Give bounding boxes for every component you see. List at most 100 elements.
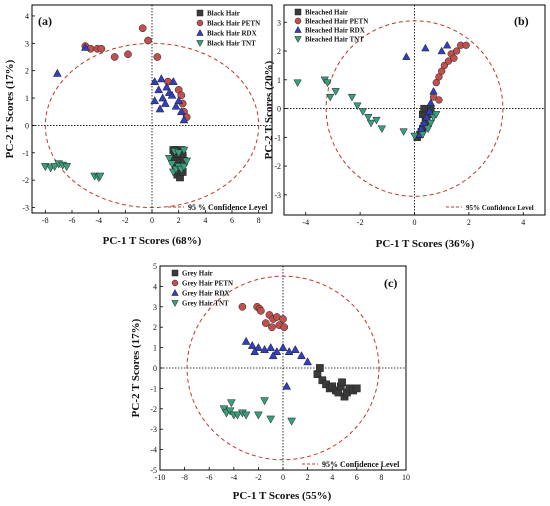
panel-c-xtick-label: 4 <box>330 473 334 482</box>
panel-a-xtick-label: 8 <box>257 216 261 225</box>
panel-c-xtick-label: 10 <box>402 473 410 482</box>
panel-b-legend-marker-rdx <box>294 26 302 33</box>
panel-b-frame <box>283 4 546 216</box>
panel-b-legend-label-tnt: Bleached Hair TNT <box>305 36 364 44</box>
panel-b-point-tnt <box>432 111 441 119</box>
panel-a-ytick-label: -2 <box>22 176 29 185</box>
panel-a-point-tnt <box>182 157 192 166</box>
panel-b-point-tnt <box>358 108 368 116</box>
panel-a-point-rdx <box>52 68 62 77</box>
panel-b-point-petn <box>452 47 461 55</box>
panel-c-xtick-label: 0 <box>281 473 285 482</box>
panel-b-point-tnt <box>347 93 357 102</box>
panel-a-confidence-label: 95 % Confidence Level <box>188 203 268 212</box>
panel-a-legend-marker-black <box>196 9 204 17</box>
panel-c-xtick-label: -8 <box>181 473 188 482</box>
panel-a-point-petn <box>97 44 106 53</box>
panel-c-point-tnt <box>260 397 269 406</box>
panel-b-point-rdx <box>437 46 446 55</box>
panel-b-confidence-ellipse <box>325 20 504 197</box>
panel-a-point-tnt <box>50 163 60 172</box>
panel-a-point-rdx <box>154 85 164 94</box>
panel-b-xtick-label: -4 <box>302 218 309 227</box>
panel-c-point-black <box>352 384 361 393</box>
panel-c-ytick-label: 5 <box>153 262 157 271</box>
panel-b-point-petn <box>435 96 443 104</box>
panel-c-point-petn <box>280 323 289 332</box>
panel-b-xtick-label: 2 <box>467 218 471 227</box>
panel-b-point-tnt <box>353 102 362 111</box>
panel-c-ytick-label: -4 <box>150 446 157 455</box>
panel-c-legend-label-tnt: Grey Hair TNT <box>182 300 229 308</box>
panel-c-xtick-label: 2 <box>306 473 310 482</box>
panel-b-point-rdx <box>429 86 438 95</box>
panel-c-point-rdx <box>266 342 276 351</box>
panel-c-point-rdx <box>254 342 263 351</box>
panel-b-point-petn <box>432 79 440 87</box>
panel-b-point-tnt <box>364 114 373 122</box>
panel-a-ytick-label: 3 <box>25 39 29 48</box>
panel-b-ytick-label: 3 <box>277 18 281 27</box>
panel-b-legend-marker-tnt <box>294 36 302 43</box>
panel-a-point-tnt <box>179 146 189 155</box>
panel-b-point-tnt <box>399 128 408 137</box>
panel-a-ytick-label: 4 <box>25 12 29 21</box>
panel-a: -8 -6 -4 -2 0 2 4 6 8 -3 -2 -1 0 1 2 3 4 Black Hair Black … <box>4 4 273 247</box>
panel-c-point-rdx <box>268 351 278 360</box>
panel-a-point-rdx <box>156 74 166 83</box>
panel-c-ytick-label: 3 <box>153 303 157 312</box>
panel-b-legend-marker-petn <box>294 17 302 25</box>
panel-b-point-rdx <box>402 52 411 60</box>
panel-a-frame <box>31 4 273 214</box>
panel-c-xtick-label: 6 <box>355 473 359 482</box>
panel-a-xtick-label: -2 <box>122 216 129 225</box>
panel-a-point-tnt <box>174 149 184 158</box>
panel-a-point-petn <box>177 91 186 100</box>
panel-c-ytick-label: -5 <box>150 466 157 475</box>
panel-a-point-rdx <box>150 96 160 105</box>
panel-b-point-tnt <box>331 88 340 96</box>
panel-a-legend-marker-tnt <box>196 40 204 47</box>
panel-a-ylabel: PC-2 T Scores (17%) <box>4 59 16 158</box>
panel-a-point-rdx <box>167 90 177 99</box>
panel-a-xtick-label: 4 <box>203 216 207 225</box>
panel-c-confidence-ellipse <box>186 275 380 461</box>
panel-c-legend-label-petn: Grey Hair PETN <box>182 280 233 288</box>
panel-c-point-rdx <box>303 357 312 366</box>
panel-a-point-petn <box>124 50 132 59</box>
panel-a-point-rdx <box>158 93 168 102</box>
panel-c-point-black <box>338 378 346 387</box>
panel-b-ytick-label: -3 <box>274 191 281 200</box>
panel-c-legend-label-rdx: Grey Hair RDX <box>182 290 230 298</box>
panel-a-point-rdx <box>80 42 90 51</box>
panel-c-xtick-label: -6 <box>206 473 213 482</box>
panel-b-xlabel: PC-1 T Scores (36%) <box>376 238 475 250</box>
panel-b-ytick-label: -2 <box>274 162 281 171</box>
panel-c-xlabel: PC-1 T Scores (55%) <box>233 490 332 502</box>
panel-a-ytick-label: 2 <box>25 67 29 76</box>
panel-a-ytick-label: -3 <box>22 204 29 213</box>
panel-b-point-rdx <box>425 107 434 115</box>
panel-a-point-tnt <box>95 172 105 181</box>
panel-b-ytick-label: 0 <box>277 105 281 114</box>
panel-b-point-tnt <box>423 125 433 134</box>
panel-a-point-rdx <box>179 115 189 124</box>
panel-c-point-rdx <box>278 342 288 351</box>
panel-c-point-black <box>316 364 324 372</box>
panel-a-confidence-ellipse <box>44 42 260 209</box>
panel-c-point-rdx <box>272 347 282 355</box>
panel-a-xtick-label: -6 <box>69 216 76 225</box>
panel-c-point-rdx <box>250 347 260 355</box>
panel-c-ylabel: PC-2 T Scores (17%) <box>130 318 142 417</box>
panel-a-legend-marker-petn <box>196 19 204 27</box>
panel-b-label: (b) <box>514 14 529 28</box>
panel-a-point-rdx <box>162 82 172 91</box>
panel-b-confidence-label: 95% Confidence Level <box>466 204 534 212</box>
panel-a-point-rdx <box>155 104 165 113</box>
panel-c-point-rdx <box>297 351 306 360</box>
panel-a-point-rdx <box>160 98 170 107</box>
